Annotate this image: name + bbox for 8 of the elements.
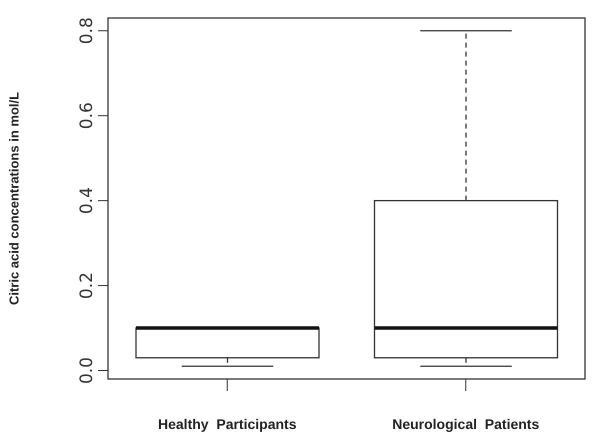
y-tick-label: 0.4 [77, 187, 97, 214]
y-tick-label: 0.8 [77, 17, 97, 44]
x-tick-label: Healthy Participants [158, 416, 297, 432]
x-tick-label: Neurological Patients [392, 416, 540, 432]
y-tick-label: 0.2 [77, 272, 97, 300]
y-tick-label: 0.0 [77, 356, 97, 384]
y-axis-title: Citric acid concentrations in mol/L [6, 92, 22, 306]
y-tick-label: 0.6 [77, 102, 97, 130]
